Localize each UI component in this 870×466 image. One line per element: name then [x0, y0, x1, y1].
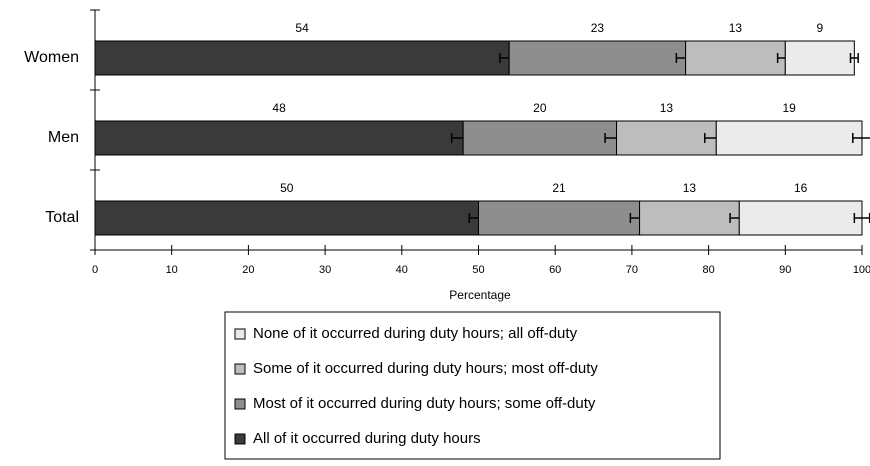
error-bar — [852, 133, 870, 143]
legend-swatch — [234, 363, 246, 375]
value-label: 19 — [782, 101, 796, 115]
value-label: 23 — [591, 21, 605, 35]
x-tick-label: 60 — [549, 264, 561, 276]
x-tick-label: 0 — [92, 264, 98, 276]
y-tick-label: Women — [24, 49, 79, 66]
value-label: 48 — [272, 101, 286, 115]
bar-segment — [784, 40, 855, 76]
bar-segment — [738, 200, 863, 236]
value-label: 20 — [533, 101, 547, 115]
x-tick-label: 50 — [472, 264, 484, 276]
value-label: 21 — [552, 181, 566, 195]
y-tick-label: Men — [48, 129, 79, 146]
bar-segment — [94, 120, 464, 156]
value-label: 13 — [729, 21, 743, 35]
y-tick-label: Total — [45, 209, 79, 226]
value-label: 9 — [816, 21, 823, 35]
bar-segment — [478, 200, 641, 236]
bar-segment — [508, 40, 687, 76]
legend-swatch — [234, 398, 246, 410]
legend-box — [224, 311, 721, 460]
legend-label: Some of it occurred during duty hours; m… — [253, 360, 598, 377]
x-tick-label: 20 — [242, 264, 254, 276]
legend-label: All of it occurred during duty hours — [253, 430, 481, 447]
x-tick-label: 90 — [779, 264, 791, 276]
bar-segment — [616, 120, 717, 156]
x-tick-label: 10 — [166, 264, 178, 276]
bar-segment — [639, 200, 740, 236]
legend-swatch — [234, 328, 246, 340]
value-label: 16 — [794, 181, 808, 195]
bar-segment — [715, 120, 863, 156]
value-label: 54 — [295, 21, 309, 35]
x-tick-label: 80 — [702, 264, 714, 276]
x-tick-label: 100 — [853, 264, 870, 276]
legend-swatch — [234, 433, 246, 445]
legend-label: None of it occurred during duty hours; a… — [253, 325, 578, 342]
value-label: 50 — [280, 181, 294, 195]
bar-segment — [94, 40, 510, 76]
x-tick-label: 70 — [626, 264, 638, 276]
legend-label: Most of it occurred during duty hours; s… — [253, 395, 596, 412]
x-tick-label: 40 — [396, 264, 408, 276]
bar-segment — [94, 200, 479, 236]
value-label: 13 — [660, 101, 674, 115]
error-bar — [849, 53, 859, 63]
x-axis-label: Percentage — [449, 288, 511, 302]
bar-segment — [685, 40, 786, 76]
bar-segment — [462, 120, 618, 156]
value-label: 13 — [683, 181, 697, 195]
x-tick-label: 30 — [319, 264, 331, 276]
